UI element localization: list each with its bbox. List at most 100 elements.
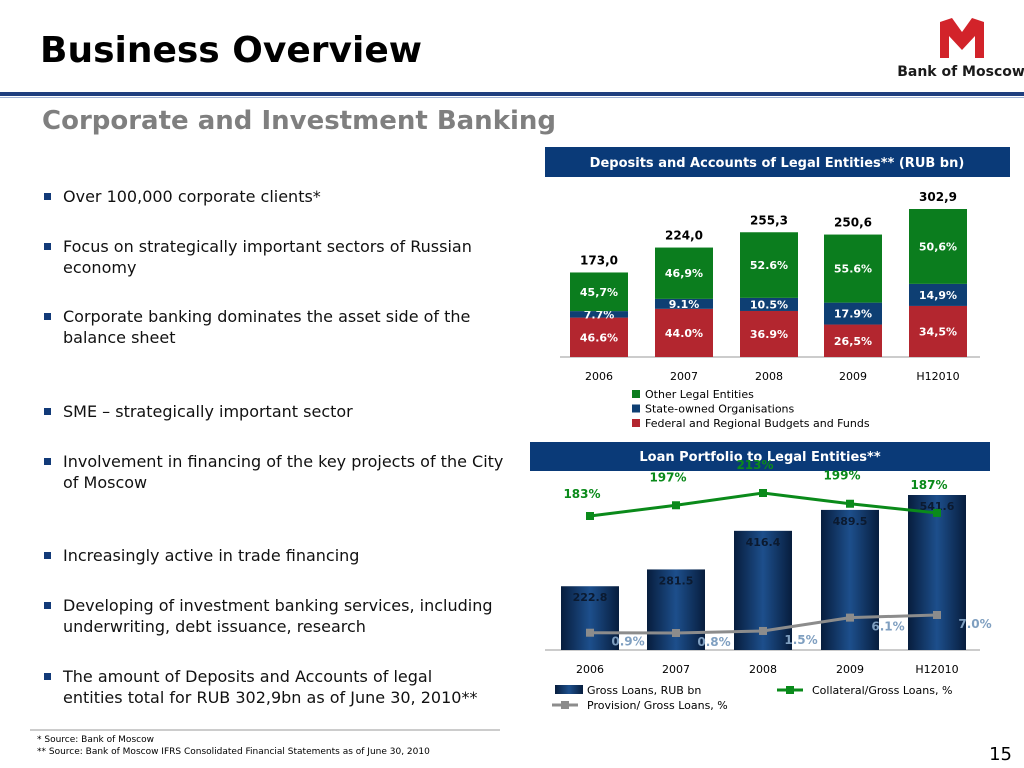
bar-segment [909,305,967,357]
legend-label: State-owned Organisations [645,403,795,416]
bar [821,509,879,650]
data-label: 541.6 [920,500,955,513]
chart-title-box [545,147,1010,177]
bullet: The amount of Deposits and Accounts of l… [44,666,483,708]
line-marker [672,501,680,510]
header-rule [0,92,1024,96]
bullet: Corporate banking dominates the asset si… [44,306,508,348]
data-label: 187% [910,478,947,492]
line-marker [586,512,594,520]
data-label: 489.5 [833,515,868,528]
bar [561,586,619,650]
line-marker [672,629,680,637]
data-label: 50,6% [919,240,957,253]
bar-segment [655,298,713,309]
x-tick-label: H12010 [916,370,959,383]
bar-segment [909,283,967,306]
data-label: 44.0% [665,327,703,340]
legend-swatch [786,686,794,694]
data-label: 281.5 [659,574,694,587]
legend-swatch [561,701,569,709]
logo [940,18,984,58]
subtitle: Corporate and Investment Banking [42,106,556,136]
bar-segment [740,232,798,298]
bar-segment [824,302,882,325]
line-marker [846,613,854,622]
data-label: 197% [649,470,686,484]
legend-label: Other Legal Entities [645,388,754,401]
logo-text: Bank of Moscow [897,64,1024,80]
chart-title: Deposits and Accounts of Legal Entities*… [590,156,965,171]
data-label: 17.9% [834,308,872,321]
data-label: 14,9% [919,289,957,302]
legend-swatch [632,419,640,427]
bullet: SME – strategically important sector [44,401,508,422]
header-rule-thin [0,97,1024,98]
page-number: 15 [989,744,1012,765]
x-tick-label: 2007 [662,663,690,676]
bar-segment [570,272,628,312]
line-marker [759,489,767,497]
bullet: Increasingly active in trade financing [44,545,508,566]
bar [908,495,966,650]
data-label: 416.4 [746,536,781,549]
data-label: 0.8% [697,635,730,649]
x-tick-label: 2009 [836,663,864,676]
data-label: 1.5% [784,633,817,647]
data-label: 7.7% [584,308,615,321]
line-marker [846,499,854,508]
x-tick-label: 2008 [755,370,783,383]
data-label: 45,7% [580,286,618,299]
legend-label: Gross Loans, RUB bn [587,684,701,697]
bar-segment [824,234,882,303]
legend-swatch [555,685,583,694]
bar-segment [824,324,882,357]
x-tick-label: H12010 [915,663,958,676]
bar-segment [655,247,713,299]
data-label: 46.6% [580,331,618,344]
legend-label: Provision/ Gross Loans, % [587,699,728,712]
bar-segment [655,308,713,357]
x-tick-label: 2006 [585,370,613,383]
legend-swatch [632,390,640,398]
line-marker [759,626,767,635]
bullet: Developing of investment banking service… [44,595,508,637]
x-tick-label: 2007 [670,370,698,383]
legend-swatch [632,404,640,413]
total-label: 224,0 [665,229,703,243]
bar-segment [909,209,967,284]
bar-segment [570,317,628,357]
data-label: 183% [563,487,600,501]
data-label: 26,5% [834,335,872,348]
bar-segment [740,310,798,357]
line-marker [586,628,594,637]
data-label: 7.0% [958,617,991,631]
data-label: 199% [823,469,860,483]
data-label: 213% [736,458,773,472]
bullet: Over 100,000 corporate clients* [44,186,508,207]
line-marker [933,611,941,619]
bullet: Involvement in financing of the key proj… [44,451,508,493]
data-label: 0.9% [611,635,644,649]
data-label: 6.1% [871,620,904,634]
data-label: 9.1% [669,298,700,311]
slide-title: Business Overview [40,30,422,71]
data-label: 46,9% [665,267,703,280]
line-marker [933,508,941,517]
x-tick-label: 2008 [749,663,777,676]
footnote: ** Source: Bank of Moscow IFRS Consolida… [37,747,430,757]
bullet: Focus on strategically important sectors… [44,236,508,278]
bar-segment [740,297,798,311]
total-label: 173,0 [580,253,618,267]
footnote: * Source: Bank of Moscow [37,735,154,745]
chart-title-box [530,442,990,471]
total-label: 255,3 [750,213,788,227]
data-label: 222.8 [573,591,608,604]
legend-label: Federal and Regional Budgets and Funds [645,417,870,430]
data-label: 34,5% [919,325,957,338]
data-label: 55.6% [834,263,872,276]
chart-title: Loan Portfolio to Legal Entities** [639,450,880,465]
x-tick-label: 2009 [839,370,867,383]
legend-label: Collateral/Gross Loans, % [812,684,952,697]
